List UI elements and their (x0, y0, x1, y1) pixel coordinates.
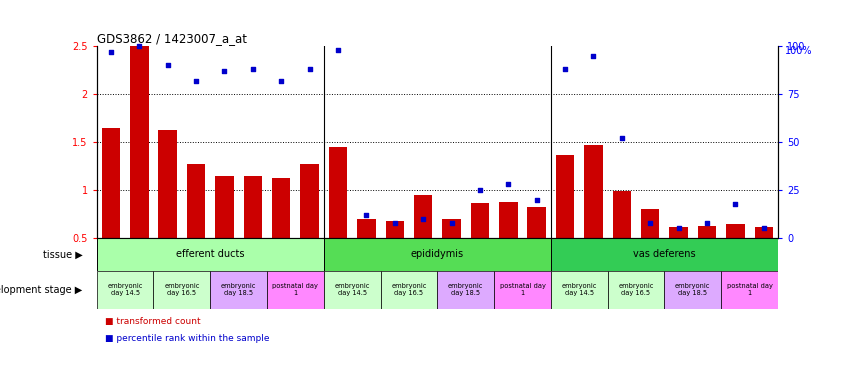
Bar (215, 176, 234, 286)
Bar (385, 221, 404, 286)
Point (104, 49, 118, 55)
Point (728, 200, 742, 207)
Text: embryonic
day 16.5: embryonic day 16.5 (391, 283, 426, 296)
Bar (380, 271, 437, 309)
Bar (272, 177, 290, 286)
Bar (102, 127, 120, 286)
Bar (664, 271, 721, 309)
Point (530, 197, 543, 203)
Point (473, 187, 487, 193)
Text: ■ percentile rank within the sample: ■ percentile rank within the sample (105, 334, 270, 343)
Bar (130, 46, 149, 286)
Point (133, 43, 146, 49)
Point (501, 181, 515, 187)
Bar (641, 209, 659, 286)
Bar (584, 145, 603, 286)
Point (303, 66, 316, 72)
Point (331, 47, 345, 53)
Point (701, 220, 714, 226)
Bar (471, 203, 489, 286)
Bar (721, 271, 778, 309)
Point (445, 220, 458, 226)
Bar (153, 271, 210, 309)
Bar (437, 271, 494, 309)
Text: embryonic
day 16.5: embryonic day 16.5 (618, 283, 653, 296)
Bar (527, 207, 546, 286)
Text: development stage ▶: development stage ▶ (0, 285, 82, 295)
Text: vas deferens: vas deferens (633, 249, 696, 260)
Point (218, 68, 231, 74)
Text: postnatal day
1: postnatal day 1 (272, 283, 319, 296)
Bar (442, 219, 461, 286)
Text: embryonic
day 18.5: embryonic day 18.5 (448, 283, 484, 296)
Text: postnatal day
1: postnatal day 1 (500, 283, 546, 296)
Bar (612, 191, 631, 286)
Text: embryonic
day 18.5: embryonic day 18.5 (221, 283, 257, 296)
Bar (329, 147, 347, 286)
Bar (324, 238, 551, 271)
Bar (244, 176, 262, 286)
Bar (357, 219, 376, 286)
Text: tissue ▶: tissue ▶ (43, 249, 82, 260)
Point (416, 216, 430, 222)
Bar (267, 271, 324, 309)
Bar (754, 227, 773, 286)
Text: embryonic
day 14.5: embryonic day 14.5 (562, 283, 597, 296)
Bar (97, 238, 324, 271)
Bar (669, 227, 688, 286)
Text: embryonic
day 18.5: embryonic day 18.5 (675, 283, 711, 296)
Bar (414, 195, 432, 286)
Text: epididymis: epididymis (410, 249, 464, 260)
Text: 100%: 100% (785, 46, 812, 56)
Bar (97, 271, 153, 309)
Bar (726, 223, 744, 286)
Point (615, 135, 628, 141)
Point (246, 66, 260, 72)
Text: embryonic
day 14.5: embryonic day 14.5 (108, 283, 143, 296)
Bar (698, 225, 717, 286)
Bar (494, 271, 551, 309)
Bar (300, 164, 319, 286)
Bar (324, 271, 380, 309)
Point (274, 78, 288, 84)
Bar (551, 271, 607, 309)
Text: GDS3862 / 1423007_a_at: GDS3862 / 1423007_a_at (97, 32, 246, 45)
Text: efferent ducts: efferent ducts (176, 249, 245, 260)
Point (558, 66, 572, 72)
Point (161, 62, 174, 68)
Text: postnatal day
1: postnatal day 1 (727, 283, 773, 296)
Point (757, 225, 770, 232)
Point (643, 220, 657, 226)
Bar (556, 154, 574, 286)
Bar (158, 130, 177, 286)
Bar (551, 238, 778, 271)
Bar (210, 271, 267, 309)
Text: embryonic
day 14.5: embryonic day 14.5 (335, 283, 370, 296)
Point (388, 220, 401, 226)
Point (672, 225, 685, 232)
Point (587, 53, 600, 59)
Bar (499, 202, 517, 286)
Text: embryonic
day 16.5: embryonic day 16.5 (164, 283, 199, 296)
Point (189, 78, 203, 84)
Bar (607, 271, 664, 309)
Point (360, 212, 373, 218)
Text: ■ transformed count: ■ transformed count (105, 317, 201, 326)
Bar (187, 164, 205, 286)
